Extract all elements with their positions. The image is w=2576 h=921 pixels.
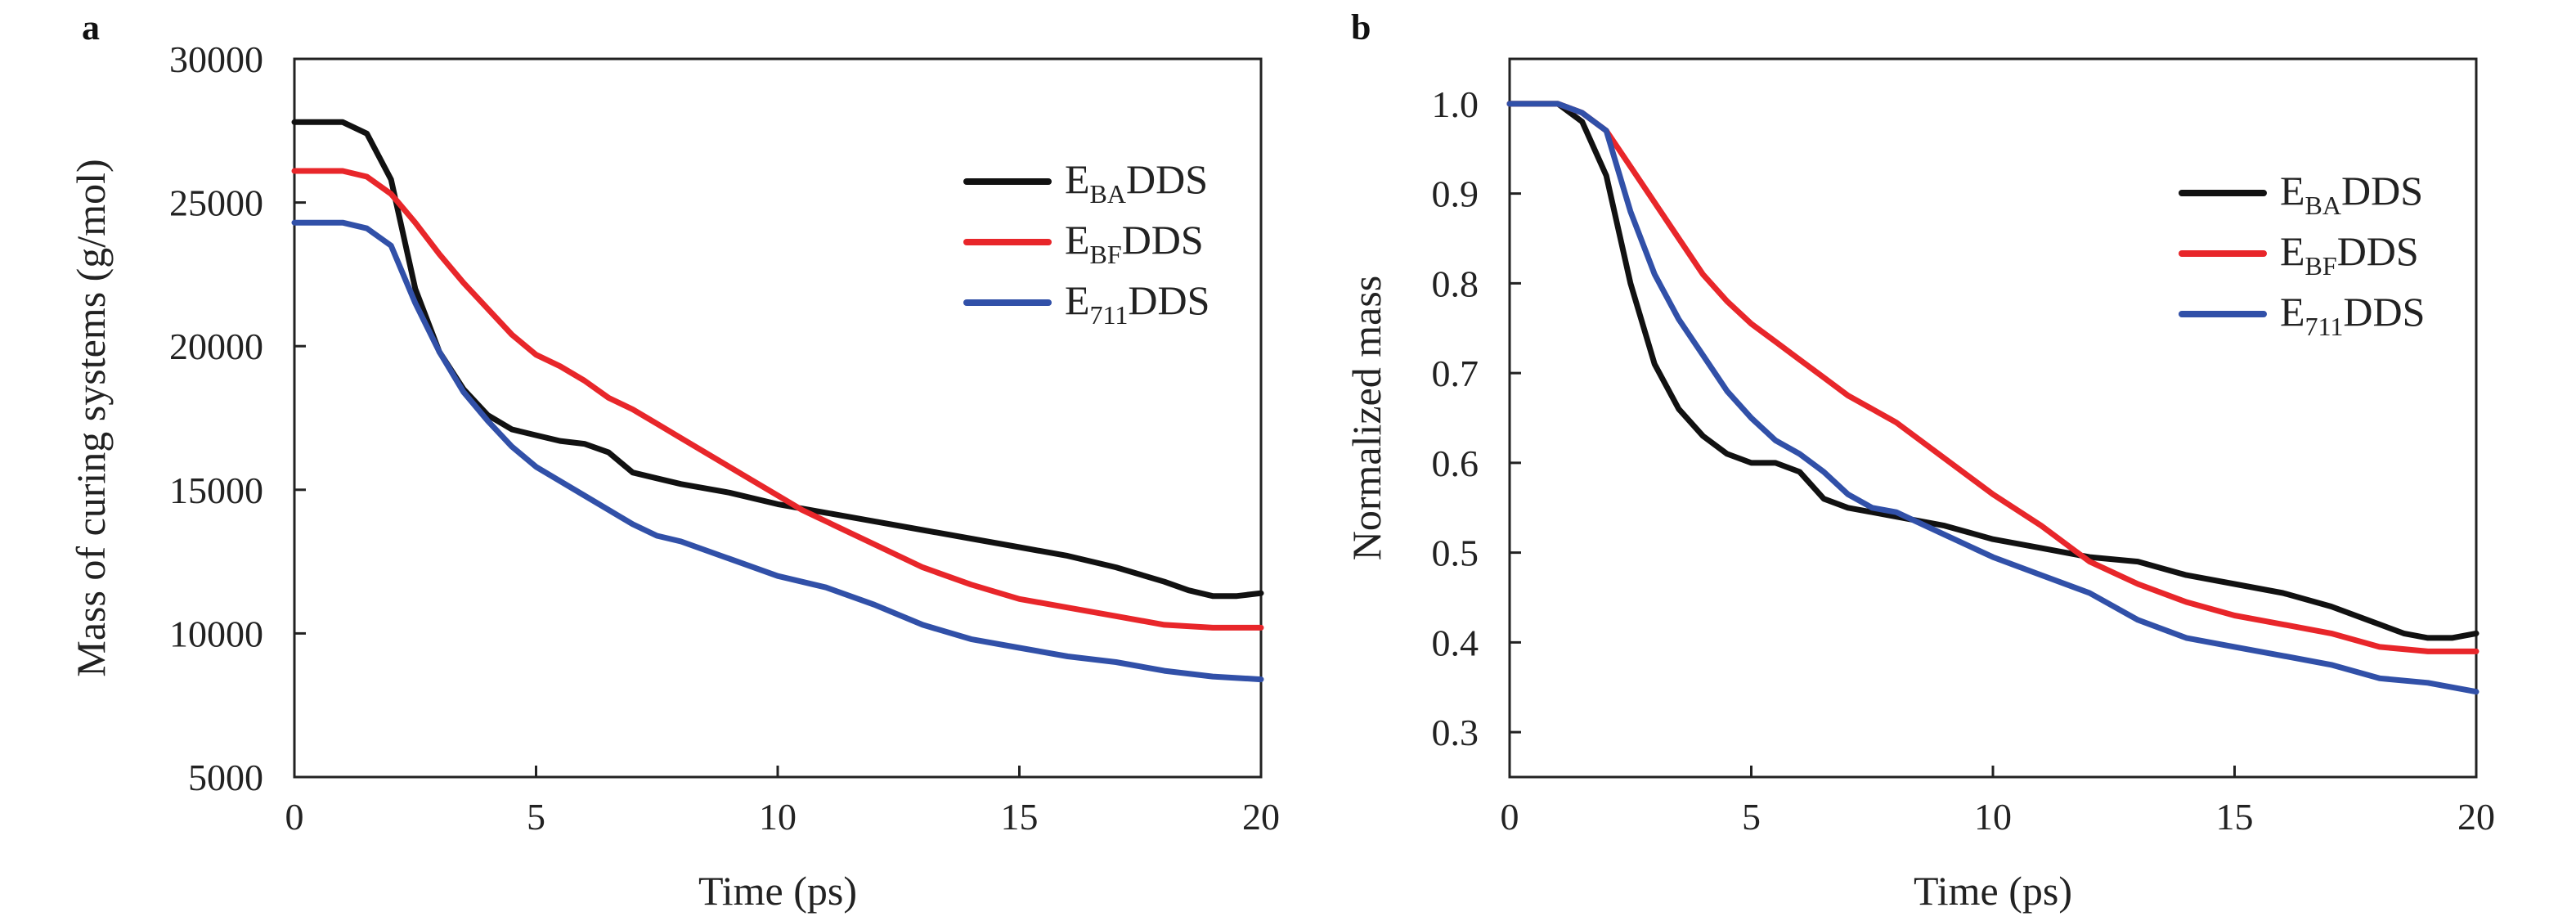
chart-a-x-tick-label: 15 — [1001, 796, 1039, 838]
chart-b-x-tick-label: 5 — [1742, 796, 1761, 838]
chart-b-legend-entry: E711DDS — [2280, 289, 2425, 341]
chart-b-y-tick-label: 1.0 — [1432, 83, 1479, 125]
chart-b-x-tick-label: 10 — [1974, 796, 2012, 838]
chart-a-legend-entry: EBFDDS — [1065, 217, 1204, 269]
chart-b-y-tick-label: 0.8 — [1432, 263, 1479, 304]
chart-a-legend-entry: E711DDS — [1065, 277, 1209, 330]
chart-b-y-tick-label: 0.6 — [1432, 443, 1479, 484]
panel-a-letter: a — [82, 7, 100, 47]
chart-b-plot-frame — [1508, 57, 2478, 779]
chart-b-x-tick-label: 0 — [1501, 796, 1519, 838]
chart-b-x-tick-label: 15 — [2216, 796, 2254, 838]
chart-b-y-tick-label: 0.4 — [1432, 622, 1479, 663]
chart-a-x-tick-label: 0 — [285, 796, 304, 838]
chart-a-y-tick-label: 20000 — [169, 326, 263, 367]
chart-a-y-tick-label: 5000 — [188, 757, 263, 798]
chart-a-plot-frame — [293, 57, 1263, 779]
chart-a-x-tick-label: 5 — [527, 796, 545, 838]
chart-b-y-axis-label: Normalized mass — [1344, 276, 1389, 561]
chart-a-x-axis-label: Time (ps) — [698, 868, 857, 914]
chart-a-x-tick-label: 20 — [1242, 796, 1280, 838]
chart-a-legend-entry: EBADDS — [1065, 156, 1208, 209]
chart-a-x-tick-label: 10 — [759, 796, 797, 838]
chart-a-series-line-bf — [291, 168, 1264, 631]
chart-b-series-line-711 — [1506, 101, 2480, 695]
chart-b-y-tick-label: 0.3 — [1432, 712, 1479, 753]
panel-b-letter: b — [1351, 7, 1371, 47]
chart-b-legend-entry: EBFDDS — [2280, 228, 2419, 281]
chart-a-y-tick-label: 15000 — [169, 469, 263, 511]
chart-a-y-axis-label: Mass of curing systems (g/mol) — [68, 159, 114, 676]
chart-b-y-tick-label: 0.7 — [1432, 353, 1479, 394]
chart-b-series-line-ba — [1506, 101, 2480, 641]
chart-a-y-tick-label: 10000 — [169, 613, 263, 654]
panel-a: a 0 5 10 15 20 5000 10000 15000 20000 25000 30000 T… — [68, 7, 1280, 914]
chart-b-legend-entry: EBADDS — [2280, 168, 2423, 220]
chart-a-y-tick-label: 25000 — [169, 182, 263, 224]
panel-b: b 0 5 10 15 20 0.3 0.4 0.5 0.6 0.7 0.8 0.9 1.0 Time (… — [1344, 7, 2495, 914]
chart-a-y-tick-label: 30000 — [169, 38, 263, 80]
chart-b-x-axis-label: Time (ps) — [1914, 868, 2072, 914]
chart-b-series-line-bf — [1506, 101, 2480, 654]
chart-a-series-line-711 — [291, 219, 1264, 683]
chart-b-y-tick-label: 0.5 — [1432, 532, 1479, 574]
chart-b-x-tick-label: 20 — [2457, 796, 2495, 838]
chart-b-y-tick-label: 0.9 — [1432, 173, 1479, 215]
